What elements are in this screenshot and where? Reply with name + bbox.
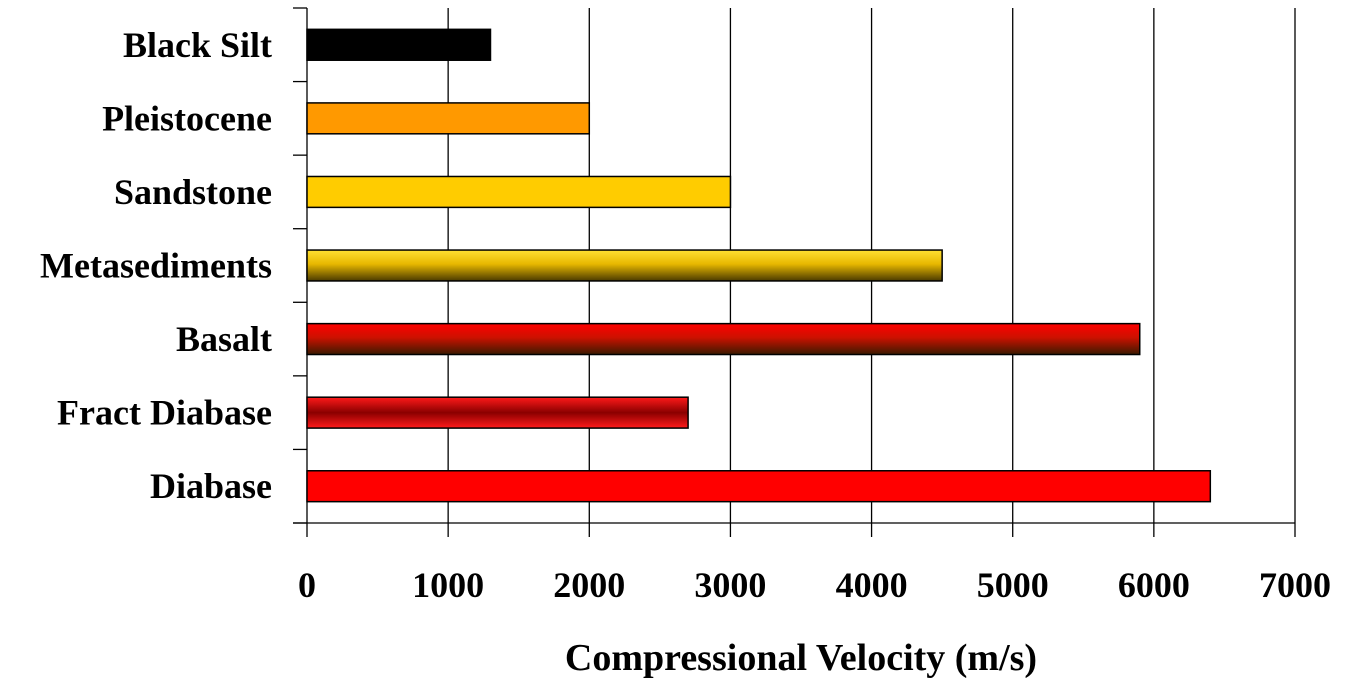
bar-black-silt	[306, 28, 492, 61]
x-axis-title: Compressional Velocity (m/s)	[565, 637, 1037, 678]
bar-sandstone	[306, 175, 732, 209]
category-label-metasediments: Metasediments	[40, 246, 272, 286]
bar-metasediments	[306, 249, 943, 282]
x-tick-label-7000: 7000	[1259, 565, 1331, 605]
x-tick-label-1000: 1000	[412, 565, 484, 605]
x-tick-label-0: 0	[298, 565, 316, 605]
category-label-diabase: Diabase	[150, 466, 272, 506]
category-label-pleistocene: Pleistocene	[102, 98, 272, 138]
x-tick-label-5000: 5000	[977, 565, 1049, 605]
category-label-basalt: Basalt	[176, 319, 272, 359]
category-label-black-silt: Black Silt	[123, 25, 272, 65]
bar-fract-diabase	[306, 396, 689, 429]
x-tick-label-6000: 6000	[1118, 565, 1190, 605]
x-tick-label-2000: 2000	[553, 565, 625, 605]
category-label-fract-diabase: Fract Diabase	[57, 393, 272, 433]
x-tick-label-3000: 3000	[694, 565, 766, 605]
bar-basalt	[306, 322, 1141, 356]
x-tick-label-4000: 4000	[836, 565, 908, 605]
category-label-sandstone: Sandstone	[114, 172, 272, 212]
plot-area: 0 1000 2000 3000 4000 5000 6000 7000 Black Silt P…	[40, 7, 1331, 605]
bar-pleistocene	[306, 102, 591, 135]
bar-diabase	[306, 470, 1212, 503]
